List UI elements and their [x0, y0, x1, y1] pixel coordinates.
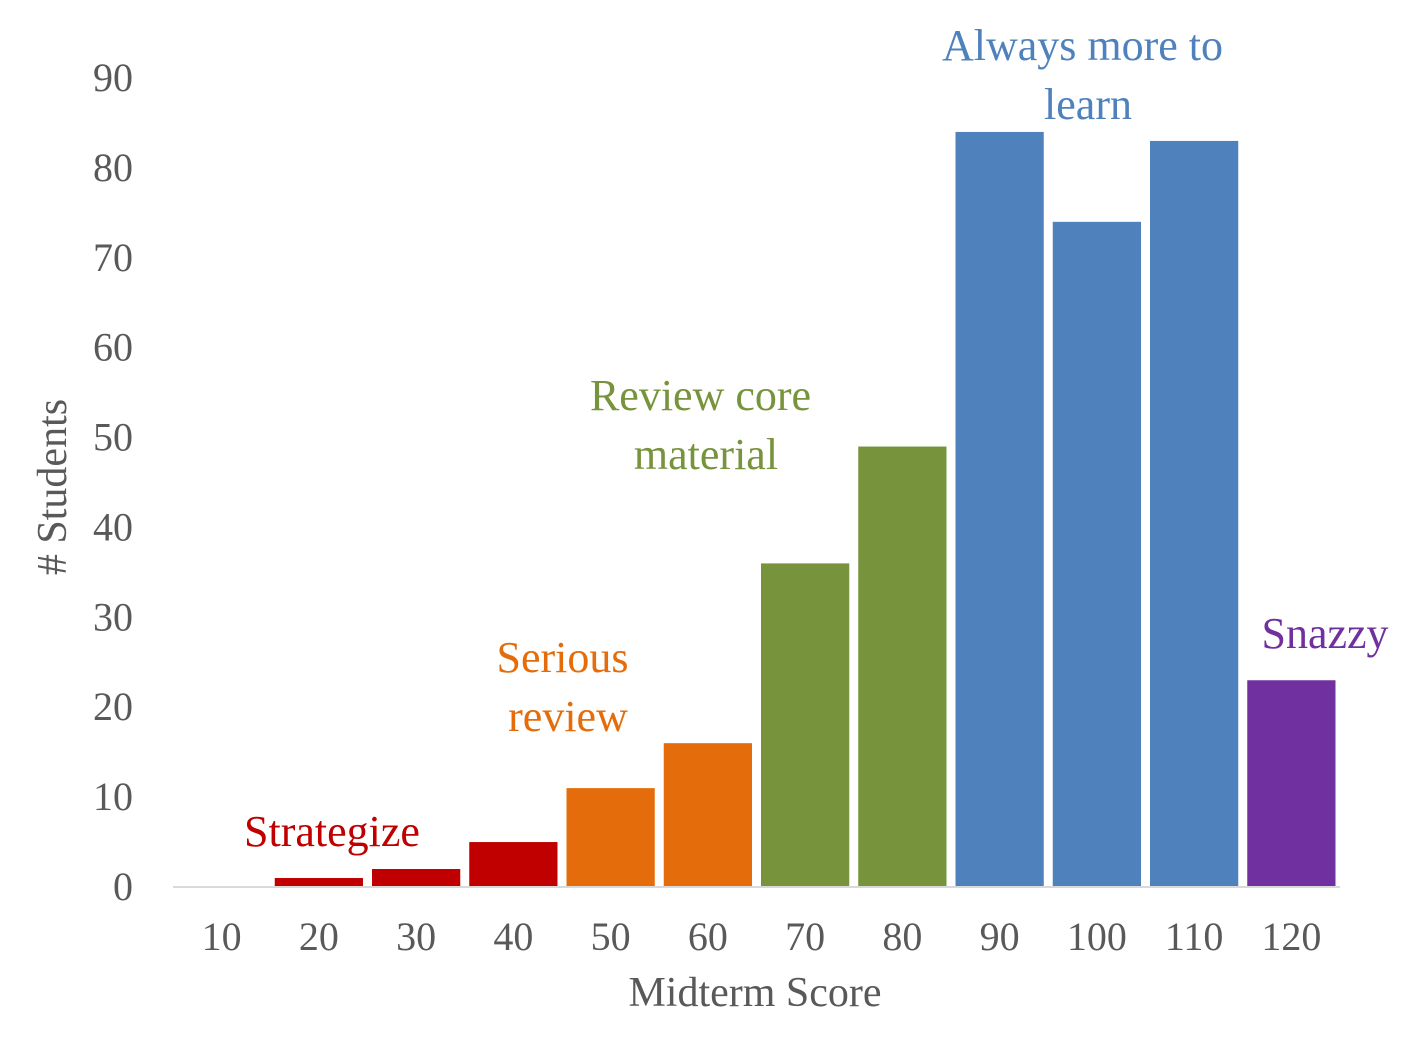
annotation-always-more-to-learn: Always more to learn — [942, 21, 1234, 129]
bar-50 — [566, 788, 655, 887]
x-tick-label: 40 — [493, 914, 533, 959]
y-tick-label: 20 — [93, 684, 133, 729]
bar-100 — [1052, 221, 1141, 888]
bar-70 — [761, 563, 850, 887]
annotation-strategize-line-1: Strategize — [244, 807, 420, 856]
x-axis-tick-labels: 10 20 30 40 50 60 70 80 90 100 110 120 — [202, 914, 1322, 959]
x-tick-label: 110 — [1165, 914, 1224, 959]
y-tick-label: 50 — [93, 415, 133, 460]
y-tick-label: 10 — [93, 774, 133, 819]
bar-40 — [469, 842, 558, 887]
y-tick-label: 80 — [93, 145, 133, 190]
y-tick-label: 0 — [113, 864, 133, 909]
annotation-serious-review: Serious review — [497, 633, 640, 741]
annotation-serious-review-line-2: review — [508, 692, 628, 741]
annotation-strategize: Strategize — [244, 807, 420, 856]
x-tick-label: 70 — [785, 914, 825, 959]
bar-60 — [663, 743, 752, 887]
annotation-review-core-material-line-1: Review core — [590, 371, 811, 420]
annotation-snazzy: Snazzy — [1261, 609, 1388, 658]
bar-90 — [955, 131, 1044, 887]
x-tick-label: 10 — [202, 914, 242, 959]
bar-30 — [372, 869, 461, 887]
annotations: Strategize Serious review Review core ma… — [244, 21, 1388, 856]
y-tick-label: 70 — [93, 235, 133, 280]
annotation-review-core-material: Review core material — [590, 371, 822, 479]
bar-20 — [274, 878, 363, 887]
y-axis-title: # Students — [30, 399, 76, 575]
x-tick-label: 30 — [396, 914, 436, 959]
x-tick-label: 60 — [688, 914, 728, 959]
bars — [274, 131, 1336, 888]
x-tick-label: 120 — [1261, 914, 1321, 959]
x-tick-label: 100 — [1067, 914, 1127, 959]
bar-120 — [1247, 680, 1336, 887]
annotation-always-more-to-learn-line-2: learn — [1044, 80, 1132, 129]
y-axis-tick-labels: 0 10 20 30 40 50 60 70 80 90 — [93, 55, 133, 909]
y-tick-label: 40 — [93, 504, 133, 549]
bar-80 — [858, 446, 947, 887]
bar-110 — [1150, 140, 1239, 887]
x-tick-label: 90 — [980, 914, 1020, 959]
x-tick-label: 20 — [299, 914, 339, 959]
x-tick-label: 50 — [591, 914, 631, 959]
x-tick-label: 80 — [882, 914, 922, 959]
annotation-always-more-to-learn-line-1: Always more to — [942, 21, 1223, 70]
y-tick-label: 90 — [93, 55, 133, 100]
y-tick-label: 60 — [93, 325, 133, 370]
annotation-snazzy-line-1: Snazzy — [1261, 609, 1388, 658]
annotation-review-core-material-line-2: material — [634, 430, 778, 479]
x-axis-title: Midterm Score — [628, 970, 881, 1016]
y-tick-label: 30 — [93, 594, 133, 639]
annotation-serious-review-line-1: Serious — [497, 633, 629, 682]
